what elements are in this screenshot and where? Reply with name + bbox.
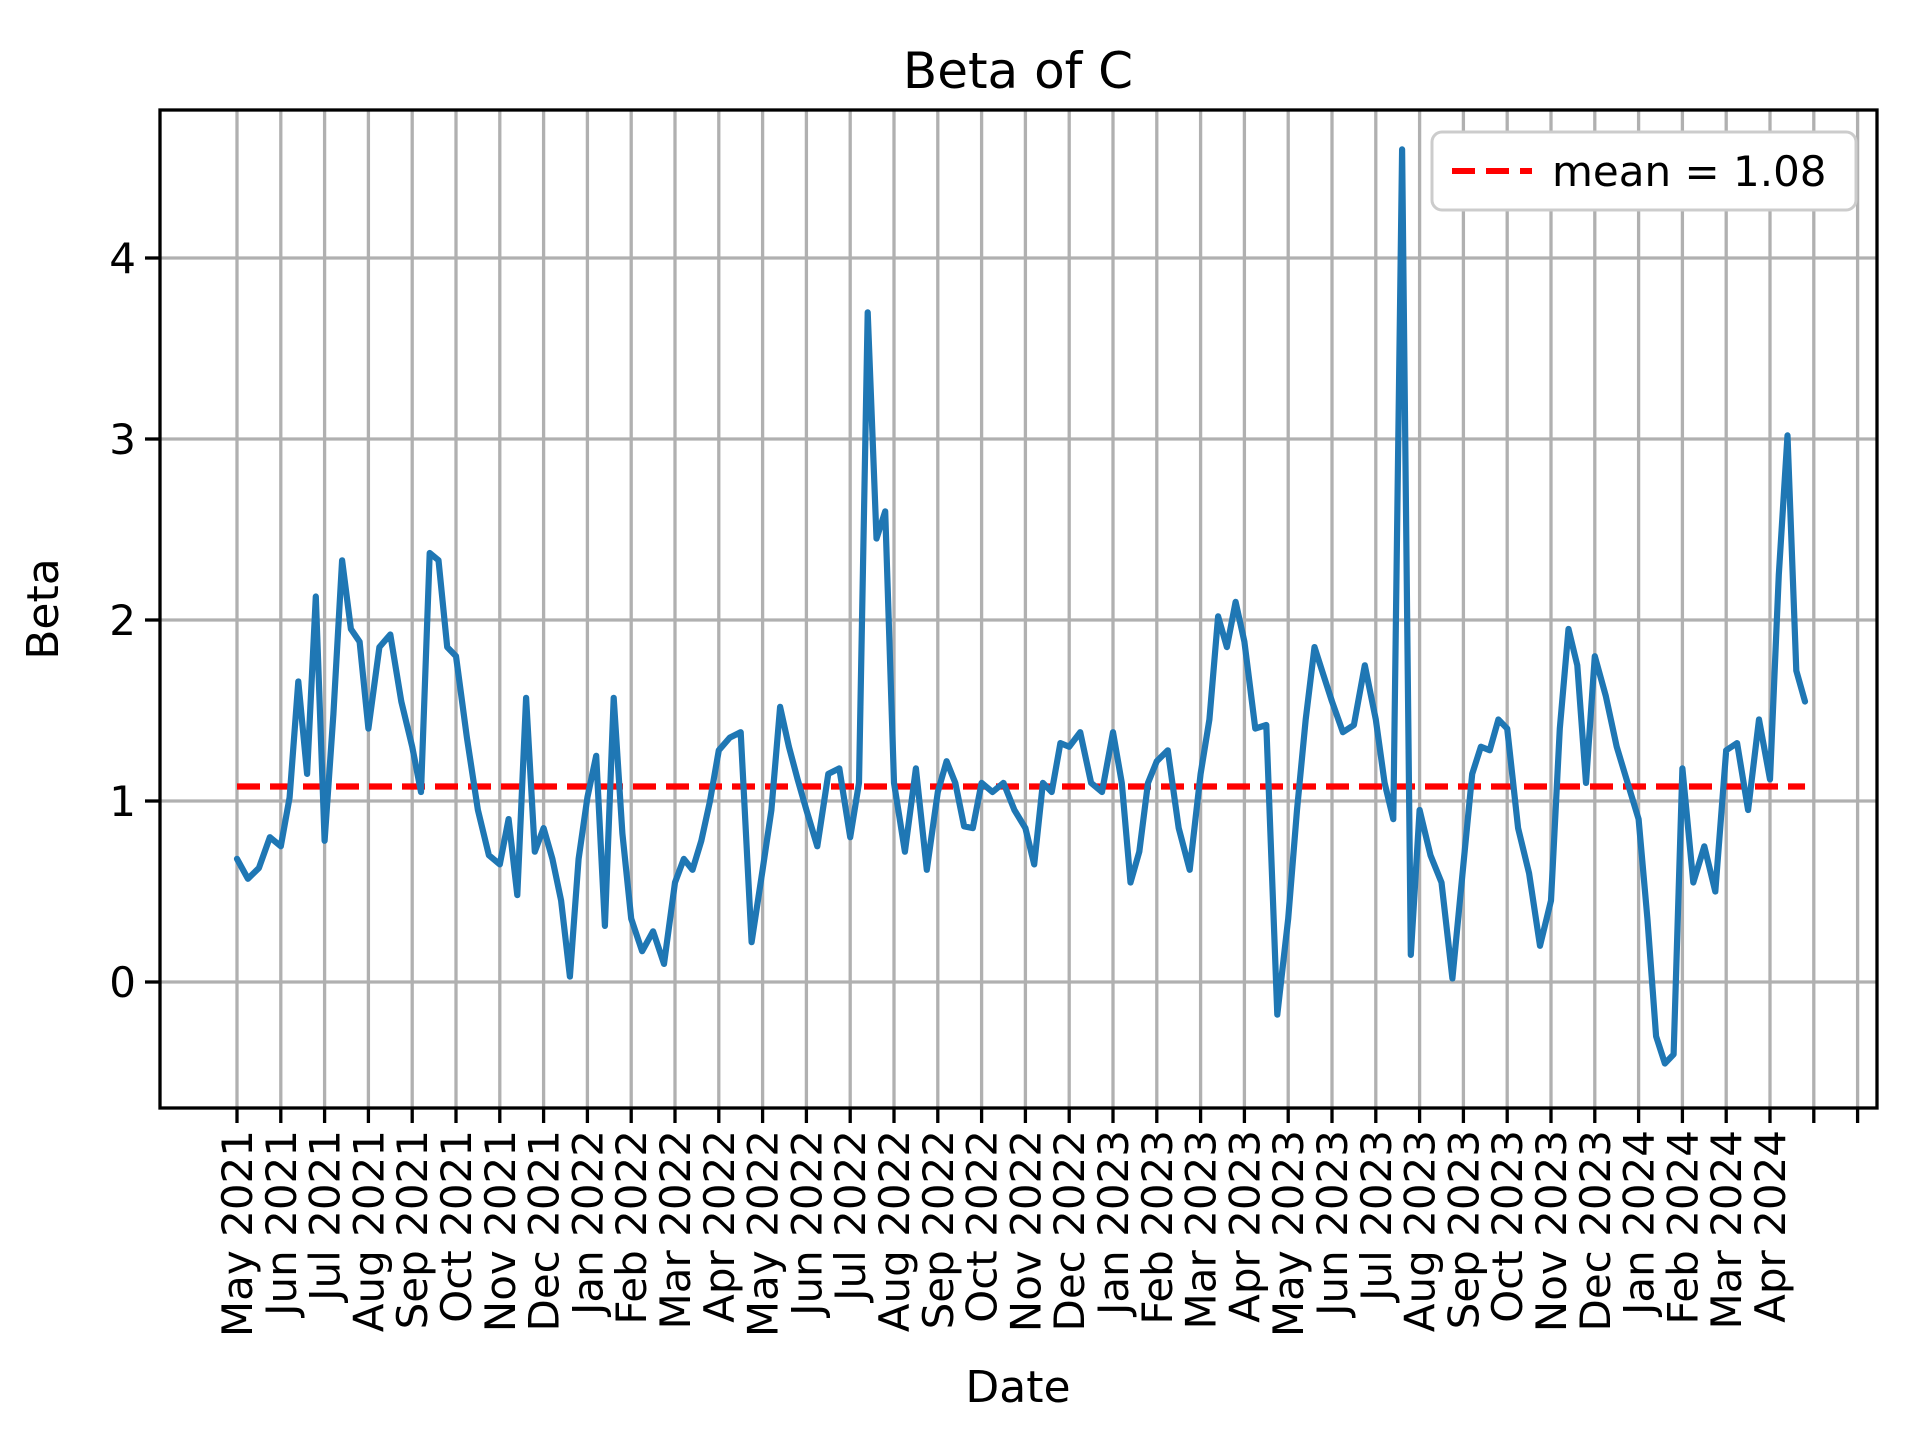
x-tick-label: Sep 2023 xyxy=(1439,1130,1488,1329)
x-tick-label: Mar 2023 xyxy=(1177,1130,1226,1329)
spine-layer xyxy=(158,108,1879,1110)
x-tick-label: Jul 2022 xyxy=(826,1130,875,1304)
x-tick-label: Mar 2024 xyxy=(1702,1130,1751,1329)
y-axis-label: Beta xyxy=(18,558,69,659)
x-tick-label: Nov 2021 xyxy=(476,1130,525,1332)
y-tick-label: 1 xyxy=(109,777,136,826)
legend: mean = 1.08 xyxy=(1430,130,1858,212)
chart-title: Beta of C xyxy=(903,42,1133,100)
x-tick-label: Dec 2022 xyxy=(1045,1130,1094,1332)
x-tick-label: Oct 2022 xyxy=(958,1130,1007,1323)
x-tick-label: Apr 2022 xyxy=(695,1130,744,1323)
x-tick-label: May 2021 xyxy=(213,1130,262,1337)
x-tick-label: Aug 2023 xyxy=(1396,1130,1445,1332)
x-tick-label: Feb 2024 xyxy=(1658,1130,1707,1325)
y-tick-label: 2 xyxy=(109,596,136,645)
x-tick-label: Sep 2022 xyxy=(914,1130,963,1329)
x-tick-label: Oct 2023 xyxy=(1483,1130,1532,1323)
plot-frame xyxy=(158,108,1879,1110)
y-tick-label: 0 xyxy=(109,958,136,1007)
series-layer xyxy=(233,146,1809,1067)
x-tick-label: Jun 2021 xyxy=(257,1130,306,1319)
x-tick-label: Aug 2022 xyxy=(870,1130,919,1332)
x-tick-label: Apr 2023 xyxy=(1220,1130,1269,1323)
x-tick-label: Dec 2023 xyxy=(1571,1130,1620,1332)
x-tick-label: May 2022 xyxy=(739,1130,788,1337)
x-tick-label: Jan 2024 xyxy=(1615,1130,1664,1318)
x-tick-label: Nov 2022 xyxy=(1001,1130,1050,1332)
grid-layer xyxy=(160,110,1877,1108)
x-tick-label: Jan 2023 xyxy=(1089,1130,1138,1318)
x-tick-label: Apr 2024 xyxy=(1746,1130,1795,1323)
x-tick-label: Jul 2023 xyxy=(1352,1130,1401,1304)
x-tick-label: Aug 2021 xyxy=(344,1130,393,1332)
x-axis-label: Date xyxy=(965,1362,1070,1413)
y-tick-label: 4 xyxy=(109,234,136,283)
x-tick-label: Oct 2021 xyxy=(432,1130,481,1323)
x-tick-label: Jun 2022 xyxy=(782,1130,831,1319)
x-tick-label: Nov 2023 xyxy=(1527,1130,1576,1332)
beta-line xyxy=(233,146,1809,1067)
legend-box xyxy=(1430,130,1858,212)
y-tick-label: 3 xyxy=(109,415,136,464)
x-tick-label: Jan 2022 xyxy=(563,1130,612,1318)
x-tick-label: May 2023 xyxy=(1264,1130,1313,1337)
x-tick-label: Dec 2021 xyxy=(520,1130,569,1332)
x-tick-label: Jun 2023 xyxy=(1308,1130,1357,1319)
legend-label: mean = 1.08 xyxy=(1552,147,1827,196)
x-tick-label: Jul 2021 xyxy=(301,1130,350,1304)
x-tick-label: Feb 2023 xyxy=(1133,1130,1182,1325)
x-tick-label: Sep 2021 xyxy=(388,1130,437,1329)
x-tick-label: Mar 2022 xyxy=(651,1130,700,1329)
x-tick-label: Feb 2022 xyxy=(607,1130,656,1325)
